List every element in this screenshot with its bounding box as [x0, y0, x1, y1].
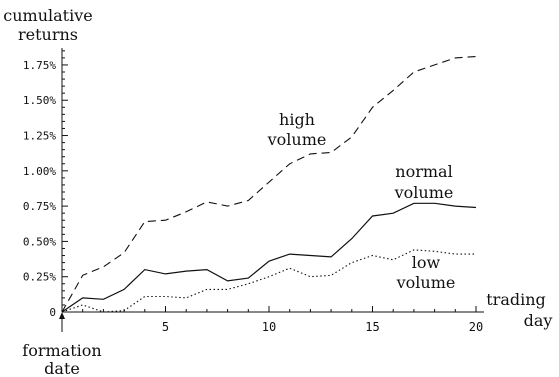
y-tick-label-3: 0.75% [23, 200, 56, 213]
y-tick-label-7: 1.75% [23, 59, 56, 72]
x-tick-label-2: 15 [365, 320, 379, 334]
y-tick-label-0: 0 [49, 306, 56, 319]
y-axis-label: cumulative returns [3, 6, 92, 44]
y-tick-label-1: 0.25% [23, 271, 56, 284]
series-label-normal-volume-line-1: normal [395, 162, 452, 181]
series-label-low-volume-line-1: low [412, 253, 441, 272]
formation-date-label-line-2: date [44, 359, 80, 377]
x-tick-label-3: 20 [469, 320, 483, 334]
series-label-high-volume-line-2: volume [267, 130, 327, 149]
formation-date-annotation: formation date [22, 312, 102, 377]
series-layer [61, 55, 477, 313]
x-tick-label-0: 5 [162, 320, 169, 334]
series-label-normal-volume-line-2: volume [394, 183, 454, 202]
x-axis-label-line-2: day [524, 311, 553, 330]
series-line-high-volume [61, 55, 477, 313]
x-tick-label-1: 10 [262, 320, 276, 334]
series-label-high-volume-line-1: high [279, 110, 315, 129]
series-line-normal-volume [61, 202, 477, 313]
y-tick-label-2: 0.50% [23, 235, 56, 248]
series-line-low-volume [61, 249, 476, 313]
axes: 0 0.25% 0.50% 0.75% 1.00% 1.25% 1.50% 1.75% 5 10 1… [23, 48, 484, 334]
y-axis-label-line-1: cumulative [3, 6, 92, 25]
formation-date-label-line-1: formation [22, 341, 101, 360]
x-axis-label: trading day [486, 290, 552, 330]
y-tick-label-5: 1.25% [23, 130, 56, 143]
y-axis-label-line-2: returns [18, 25, 78, 44]
series-label-low-volume-line-2: volume [396, 273, 456, 292]
y-tick-label-4: 1.00% [23, 165, 56, 178]
formation-date-arrow-head [59, 312, 65, 319]
y-tick-label-6: 1.50% [23, 94, 56, 107]
x-axis-label-line-1: trading [486, 290, 546, 309]
